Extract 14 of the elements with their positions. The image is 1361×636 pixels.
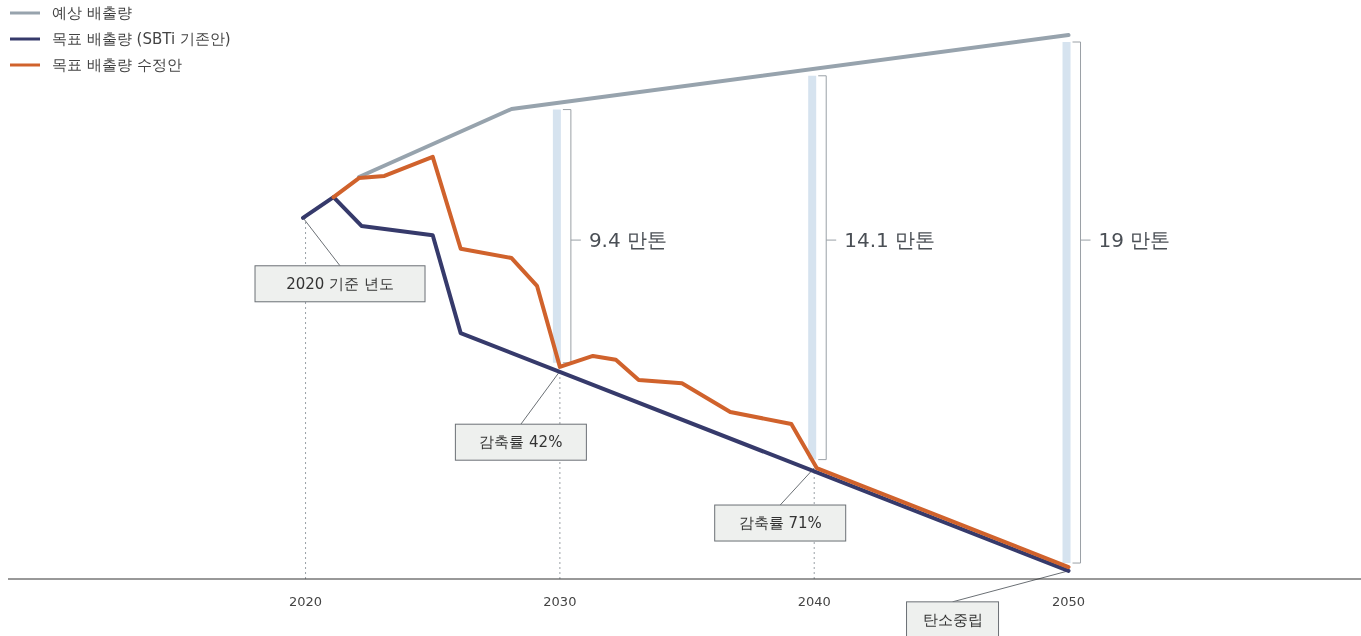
legend-label: 목표 배출량 수정안 bbox=[52, 56, 182, 75]
annotation: 2020 기준 년도 bbox=[286, 275, 394, 294]
annotation: 감축률 42% bbox=[479, 433, 563, 452]
legend-label: 목표 배출량 (SBTi 기존안) bbox=[52, 30, 231, 49]
x-tick-label: 2040 bbox=[797, 594, 831, 609]
x-tick-label: 2020 bbox=[289, 594, 323, 609]
x-tick-label: 2050 bbox=[1051, 594, 1086, 609]
annotation: 9.4 만톤 bbox=[588, 228, 668, 253]
annotation: 탄소중립 bbox=[922, 611, 983, 630]
annotation: 14.1 만톤 bbox=[844, 228, 936, 253]
annotation: 19 만톤 bbox=[1098, 228, 1171, 253]
legend-label: 예상 배출량 bbox=[52, 4, 132, 23]
x-tick-label: 2030 bbox=[543, 594, 577, 609]
annotation: 감축률 71% bbox=[738, 514, 822, 533]
